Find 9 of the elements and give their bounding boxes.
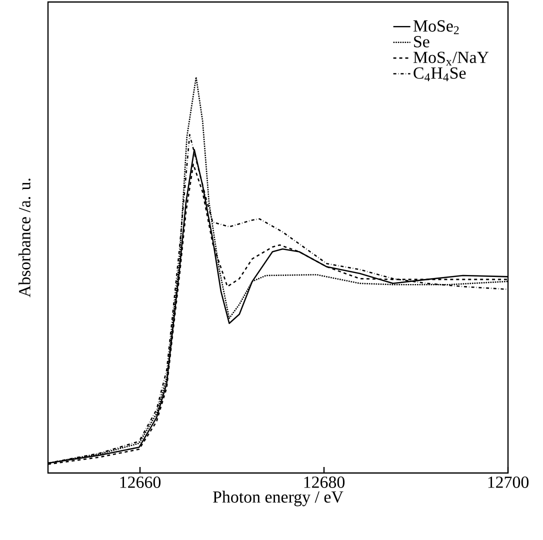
y-axis-title: Absorbance /a. u. xyxy=(18,178,30,298)
legend-label: MoSe$_{2}$ xyxy=(413,20,459,34)
legend-label: Se xyxy=(414,36,430,48)
x-tick-label: 12660 xyxy=(120,476,161,488)
x-axis-title: Photon energy / eV xyxy=(213,490,344,506)
legend-label: C$_{4}$H$_{4}$Se xyxy=(414,67,466,82)
legend-label: MoS$_{x}$/NaY xyxy=(413,52,489,66)
x-tick-label: 12700 xyxy=(488,476,529,488)
x-tick-label: 12680 xyxy=(304,476,345,488)
